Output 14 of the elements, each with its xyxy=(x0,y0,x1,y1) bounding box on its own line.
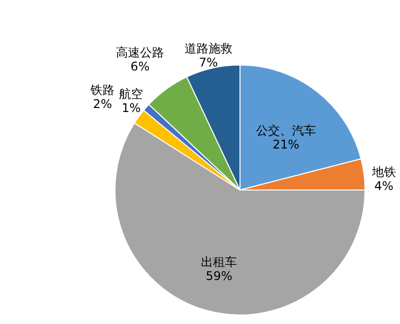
data-label: 6% xyxy=(130,59,150,74)
slice-label: 高速公路 xyxy=(116,45,164,60)
data-label: 7% xyxy=(198,55,218,70)
data-label: 21% xyxy=(272,138,300,152)
slice-label: 出租车 xyxy=(201,255,238,270)
slice-label: 铁路 xyxy=(89,83,114,98)
data-label: 4% xyxy=(374,178,394,193)
slice-label: 地铁 xyxy=(370,164,396,179)
data-label: 2% xyxy=(92,97,112,112)
data-label: 1% xyxy=(122,101,141,116)
data-label: 59% xyxy=(206,269,232,284)
slice-label: 航空 xyxy=(119,87,144,102)
slice-label: 公交、汽车 xyxy=(256,124,316,138)
slice-label: 道路施救 xyxy=(184,41,232,56)
